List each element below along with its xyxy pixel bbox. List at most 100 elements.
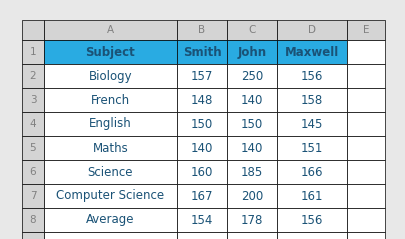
Text: C: C <box>248 25 256 35</box>
Bar <box>22 20 44 40</box>
Bar <box>347 208 385 232</box>
Text: 7: 7 <box>30 191 36 201</box>
Bar <box>277 136 347 160</box>
Text: 1: 1 <box>30 47 36 57</box>
Bar <box>22 112 44 136</box>
Text: Computer Science: Computer Science <box>56 190 164 202</box>
Bar <box>277 64 347 88</box>
Text: Average: Average <box>86 213 135 227</box>
Bar <box>347 64 385 88</box>
Bar <box>177 232 227 239</box>
Text: 4: 4 <box>30 119 36 129</box>
Bar <box>227 64 277 88</box>
Text: 157: 157 <box>191 70 213 82</box>
Bar <box>177 20 227 40</box>
Bar <box>277 184 347 208</box>
Bar <box>44 184 177 208</box>
Bar <box>277 40 347 64</box>
Text: English: English <box>89 118 132 130</box>
Text: 140: 140 <box>241 141 263 154</box>
Bar <box>22 160 44 184</box>
Bar <box>347 112 385 136</box>
Bar <box>347 88 385 112</box>
Text: Maths: Maths <box>93 141 128 154</box>
Bar <box>227 88 277 112</box>
Bar <box>227 232 277 239</box>
Text: 160: 160 <box>191 165 213 179</box>
Text: French: French <box>91 93 130 107</box>
Bar <box>227 184 277 208</box>
Bar <box>177 88 227 112</box>
Bar <box>177 160 227 184</box>
Bar <box>227 40 277 64</box>
Text: Biology: Biology <box>89 70 132 82</box>
Bar <box>277 232 347 239</box>
Bar <box>347 136 385 160</box>
Bar <box>22 208 44 232</box>
Bar <box>44 160 177 184</box>
Text: 140: 140 <box>191 141 213 154</box>
Text: 3: 3 <box>30 95 36 105</box>
Text: 154: 154 <box>191 213 213 227</box>
Text: 151: 151 <box>301 141 323 154</box>
Text: 150: 150 <box>191 118 213 130</box>
Bar <box>227 112 277 136</box>
Text: 166: 166 <box>301 165 323 179</box>
Bar <box>347 184 385 208</box>
Bar <box>44 20 177 40</box>
Text: E: E <box>363 25 369 35</box>
Text: D: D <box>308 25 316 35</box>
Text: 158: 158 <box>301 93 323 107</box>
Bar <box>177 112 227 136</box>
Bar <box>347 232 385 239</box>
Bar <box>277 160 347 184</box>
Text: 5: 5 <box>30 143 36 153</box>
Text: 156: 156 <box>301 213 323 227</box>
Bar <box>44 232 177 239</box>
Bar <box>277 112 347 136</box>
Text: 161: 161 <box>301 190 323 202</box>
Bar <box>177 64 227 88</box>
Text: 145: 145 <box>301 118 323 130</box>
Bar <box>22 184 44 208</box>
Bar <box>347 160 385 184</box>
Text: 140: 140 <box>241 93 263 107</box>
Text: Science: Science <box>88 165 133 179</box>
Bar <box>347 40 385 64</box>
Text: 167: 167 <box>191 190 213 202</box>
Bar <box>22 136 44 160</box>
Bar <box>277 208 347 232</box>
Bar <box>44 208 177 232</box>
Bar <box>177 208 227 232</box>
Bar <box>177 184 227 208</box>
Bar <box>22 40 44 64</box>
Bar <box>22 64 44 88</box>
Text: Maxwell: Maxwell <box>285 45 339 59</box>
Bar <box>347 20 385 40</box>
Bar <box>177 136 227 160</box>
Bar <box>22 88 44 112</box>
Bar <box>44 136 177 160</box>
Text: Smith: Smith <box>183 45 221 59</box>
Text: John: John <box>237 45 266 59</box>
Text: 200: 200 <box>241 190 263 202</box>
Bar <box>44 64 177 88</box>
Bar <box>177 40 227 64</box>
Text: 6: 6 <box>30 167 36 177</box>
Text: 250: 250 <box>241 70 263 82</box>
Text: B: B <box>198 25 206 35</box>
Text: A: A <box>107 25 114 35</box>
Bar <box>227 136 277 160</box>
Text: 150: 150 <box>241 118 263 130</box>
Text: 148: 148 <box>191 93 213 107</box>
Bar <box>44 88 177 112</box>
Bar <box>44 112 177 136</box>
Text: 156: 156 <box>301 70 323 82</box>
Bar <box>44 40 177 64</box>
Bar <box>227 160 277 184</box>
Bar <box>227 208 277 232</box>
Text: 185: 185 <box>241 165 263 179</box>
Bar <box>277 20 347 40</box>
Bar <box>277 88 347 112</box>
Text: 8: 8 <box>30 215 36 225</box>
